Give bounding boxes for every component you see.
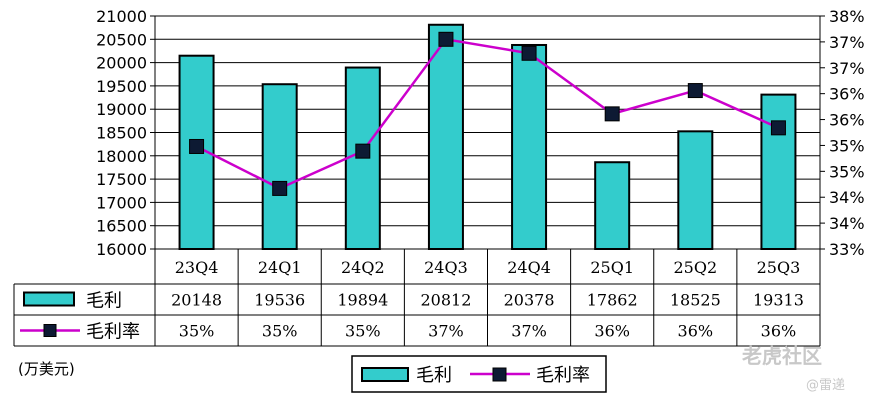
bar <box>677 130 714 251</box>
line-series <box>189 31 786 196</box>
data-table: 23Q4 24Q1 24Q2 24Q3 24Q4 25Q1 25Q2 25Q3 毛利 20148 1… <box>13 248 821 347</box>
left-tick-label: 20000 <box>96 54 147 73</box>
right-tick-label: 34% <box>829 188 865 207</box>
right-tick-label: 36% <box>829 111 865 130</box>
left-tick-label: 19000 <box>96 100 147 119</box>
row-label: 毛利率 <box>86 322 140 343</box>
table-cell: 35% <box>345 322 381 341</box>
left-tick-label: 20500 <box>96 30 147 49</box>
left-tick-label: 17000 <box>96 193 147 212</box>
table-cell: 19894 <box>337 291 388 310</box>
line-marker <box>438 31 454 47</box>
right-tick-label: 37% <box>829 33 865 52</box>
row-key-marker <box>43 324 57 337</box>
table-cell: 17862 <box>587 291 638 310</box>
left-tick-label: 16000 <box>96 240 147 259</box>
watermark-logo: 老虎社区 <box>742 344 822 368</box>
left-axis-ticks: 16000 16500 17000 17500 18000 18500 19000 19500… <box>96 7 155 259</box>
table-cell: 19536 <box>254 291 305 310</box>
table-cell: 35% <box>179 322 215 341</box>
bar <box>261 83 298 250</box>
right-axis-ticks: 33% 34% 34% 35% 35% 36% 36% 37% 37% 38% <box>820 7 865 259</box>
bar <box>594 161 631 251</box>
right-tick-label: 36% <box>829 85 865 104</box>
category-label: 24Q3 <box>424 258 468 277</box>
right-tick-label: 33% <box>829 240 865 259</box>
category-label: 25Q1 <box>590 258 634 277</box>
bar <box>760 93 797 250</box>
table-cell: 18525 <box>670 291 721 310</box>
series-line <box>195 37 779 190</box>
left-tick-label: 16500 <box>96 217 147 236</box>
bar <box>427 23 464 250</box>
table-cell: 20378 <box>504 291 555 310</box>
category-label: 23Q4 <box>175 258 219 277</box>
left-tick-label: 18000 <box>96 147 147 166</box>
row-key-bar <box>23 291 75 307</box>
left-tick-label: 18500 <box>96 124 147 143</box>
watermark-author: @雷递 <box>806 378 846 393</box>
line-marker <box>272 180 288 196</box>
category-label: 25Q3 <box>757 258 801 277</box>
category-label: 24Q1 <box>258 258 302 277</box>
table-cell: 36% <box>594 322 630 341</box>
category-label: 25Q2 <box>673 258 717 277</box>
table-cell: 19313 <box>753 291 804 310</box>
table-cell: 20148 <box>171 291 222 310</box>
grid-lines <box>155 15 820 250</box>
category-label: 24Q4 <box>507 258 551 277</box>
bar <box>511 43 548 250</box>
legend-key-bar <box>361 367 409 382</box>
left-tick-label: 17500 <box>96 170 147 189</box>
legend-label: 毛利 <box>416 365 452 386</box>
table-cell: 35% <box>262 322 298 341</box>
row-label: 毛利 <box>86 291 122 312</box>
line-marker <box>604 106 620 122</box>
legend-key-marker <box>492 367 507 382</box>
table-cell: 36% <box>761 322 797 341</box>
right-tick-label: 37% <box>829 59 865 78</box>
legend: 毛利 毛利率 <box>351 355 607 393</box>
right-tick-label: 35% <box>829 136 865 155</box>
line-marker <box>687 83 703 99</box>
bar-series <box>178 23 797 251</box>
legend-label: 毛利率 <box>536 365 590 386</box>
table-cell: 37% <box>428 322 464 341</box>
table-cell: 37% <box>511 322 547 341</box>
table-cell: 20812 <box>420 291 471 310</box>
line-marker <box>189 138 205 154</box>
unit-label: (万美元) <box>18 360 75 378</box>
category-label: 24Q2 <box>341 258 385 277</box>
line-marker <box>770 120 786 136</box>
right-tick-label: 35% <box>829 162 865 181</box>
right-tick-label: 38% <box>829 7 865 26</box>
line-marker <box>521 45 537 61</box>
left-tick-label: 19500 <box>96 77 147 96</box>
table-cell: 36% <box>678 322 714 341</box>
line-marker <box>355 143 371 159</box>
left-tick-label: 21000 <box>96 7 147 26</box>
right-tick-label: 34% <box>829 214 865 233</box>
